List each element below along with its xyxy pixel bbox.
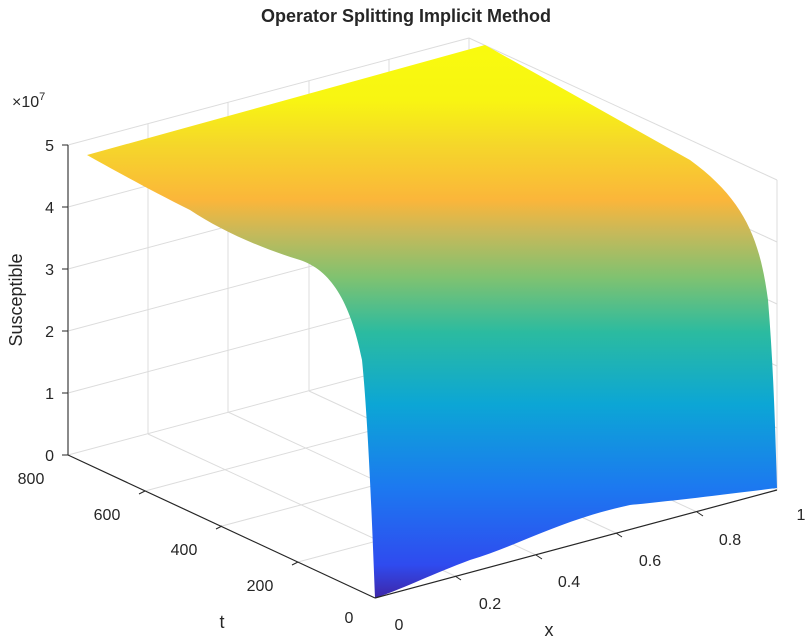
x-axis-label: x (545, 620, 554, 640)
z-exponent-label: ×107 (12, 91, 45, 111)
svg-text:4: 4 (45, 200, 54, 217)
svg-text:5: 5 (45, 138, 54, 155)
svg-text:0.2: 0.2 (479, 596, 501, 613)
z-ticks (62, 144, 68, 456)
t-ticks (138, 490, 299, 566)
svg-text:2: 2 (45, 324, 54, 341)
svg-text:0: 0 (45, 448, 54, 465)
surface (87, 45, 777, 598)
svg-text:400: 400 (171, 542, 198, 559)
svg-text:3: 3 (45, 262, 54, 279)
svg-text:1: 1 (797, 507, 806, 524)
t-axis-label: t (219, 612, 224, 632)
svg-text:0: 0 (345, 610, 354, 627)
svg-text:0.8: 0.8 (719, 532, 741, 549)
x-tick-labels: 0 0.2 0.4 0.6 0.8 1 (395, 507, 806, 634)
svg-text:0.6: 0.6 (639, 553, 661, 570)
x-ticks (454, 511, 704, 581)
z-tick-labels: 0 1 2 3 4 5 (45, 138, 54, 465)
svg-text:0: 0 (395, 617, 404, 634)
t-tick-labels: 0 200 400 600 800 (18, 471, 354, 627)
svg-text:0.4: 0.4 (558, 574, 580, 591)
z-axis-label: Susceptible (6, 253, 26, 346)
chart-title: Operator Splitting Implicit Method (261, 6, 551, 26)
svg-text:1: 1 (45, 386, 54, 403)
svg-text:200: 200 (247, 578, 274, 595)
svg-text:800: 800 (18, 471, 45, 488)
svg-text:600: 600 (94, 507, 121, 524)
